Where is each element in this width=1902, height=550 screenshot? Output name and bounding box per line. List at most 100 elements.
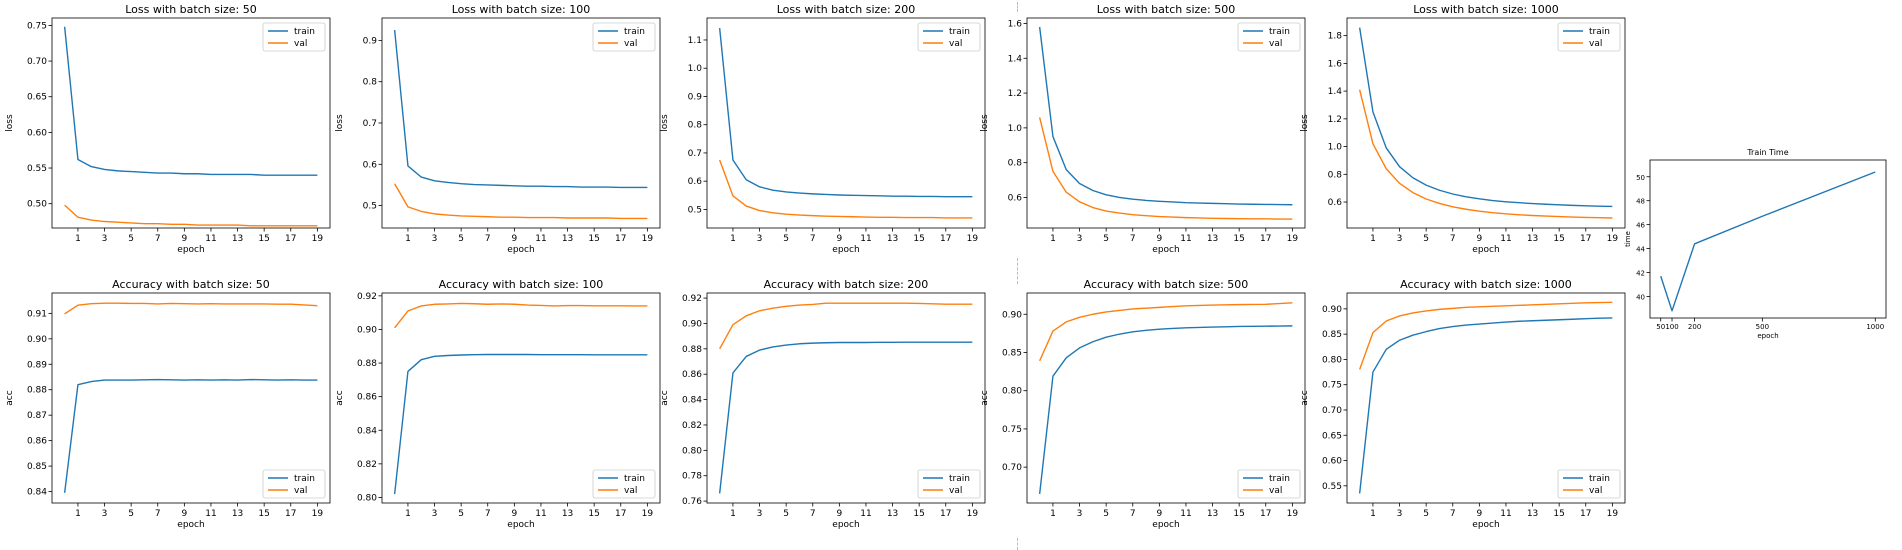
x-tick-label: 9 bbox=[181, 509, 187, 519]
series-line-train bbox=[393, 353, 648, 495]
legend-label-train: train bbox=[624, 27, 645, 37]
series-line-val bbox=[394, 183, 648, 220]
x-tick-label: 3 bbox=[432, 509, 438, 519]
y-axis-label: acc bbox=[5, 390, 15, 405]
x-tick-label: 50 bbox=[1656, 323, 1665, 331]
chart-title: Loss with batch size: 500 bbox=[1097, 3, 1236, 16]
y-axis-label: loss bbox=[335, 114, 345, 132]
x-tick-label: 19 bbox=[1607, 234, 1619, 244]
chart-title: Accuracy with batch size: 100 bbox=[439, 278, 604, 291]
y-tick-label: 1.0 bbox=[1328, 143, 1343, 153]
x-tick-label: 13 bbox=[232, 509, 243, 519]
y-axis-label: loss bbox=[980, 114, 990, 132]
y-tick-label: 0.82 bbox=[682, 421, 702, 431]
y-tick-label: 0.6 bbox=[1008, 193, 1023, 203]
separator-line bbox=[1017, 2, 1018, 12]
x-tick-label: 19 bbox=[1287, 234, 1299, 244]
y-tick-label: 1.0 bbox=[688, 64, 703, 74]
x-axis-label: epoch bbox=[1472, 520, 1499, 530]
x-axis-label: epoch bbox=[832, 245, 859, 255]
y-tick-label: 0.75 bbox=[1002, 425, 1022, 435]
x-tick-label: 1 bbox=[75, 509, 81, 519]
x-axis-label: epoch bbox=[507, 245, 534, 255]
legend-box bbox=[917, 22, 981, 52]
x-tick-label: 5 bbox=[458, 234, 464, 244]
y-tick-label: 0.5 bbox=[363, 202, 377, 212]
series-line-train bbox=[1358, 27, 1613, 208]
legend-label-val: val bbox=[624, 486, 637, 496]
y-tick-label: 0.84 bbox=[357, 426, 377, 436]
x-axis-label: epoch bbox=[177, 520, 204, 530]
x-tick-label: 1000 bbox=[1866, 323, 1884, 331]
y-tick-label: 0.80 bbox=[682, 446, 702, 456]
x-tick-label: 5 bbox=[128, 509, 134, 519]
y-tick-label: 0.88 bbox=[27, 386, 47, 396]
series-line-val bbox=[394, 302, 648, 329]
legend-label-train: train bbox=[294, 474, 315, 484]
y-tick-label: 0.90 bbox=[1002, 310, 1022, 320]
series-line-val bbox=[719, 302, 973, 350]
x-tick-label: 15 bbox=[588, 509, 599, 519]
x-tick-label: 5 bbox=[1423, 509, 1429, 519]
legend-label-train: train bbox=[624, 474, 645, 484]
x-tick-label: 3 bbox=[757, 509, 763, 519]
x-tick-label: 19 bbox=[642, 509, 654, 519]
x-tick-label: 1 bbox=[1050, 509, 1056, 519]
x-tick-label: 1 bbox=[75, 234, 81, 244]
x-tick-label: 3 bbox=[757, 234, 763, 244]
legend-box bbox=[592, 22, 656, 52]
y-tick-label: 0.50 bbox=[27, 200, 47, 210]
x-tick-label: 1 bbox=[405, 234, 411, 244]
y-axis-label: acc bbox=[1300, 390, 1310, 405]
y-tick-label: 1.0 bbox=[1008, 124, 1023, 134]
plot-frame bbox=[1346, 17, 1626, 229]
y-tick-label: 0.9 bbox=[688, 92, 703, 102]
x-tick-label: 11 bbox=[205, 509, 216, 519]
legend-label-train: train bbox=[294, 27, 315, 37]
plot-frame bbox=[1026, 17, 1306, 229]
x-tick-label: 1 bbox=[730, 509, 736, 519]
x-tick-label: 1 bbox=[1370, 234, 1376, 244]
x-axis-label: epoch bbox=[177, 245, 204, 255]
plot-frame bbox=[706, 17, 986, 229]
y-tick-label: 0.86 bbox=[27, 437, 47, 447]
x-axis-label: epoch bbox=[507, 520, 534, 530]
x-tick-label: 200 bbox=[1688, 323, 1701, 331]
x-tick-label: 13 bbox=[1207, 234, 1218, 244]
legend-box bbox=[262, 22, 326, 52]
y-axis-label: acc bbox=[335, 390, 345, 405]
x-tick-label: 13 bbox=[232, 234, 243, 244]
separator-line bbox=[1017, 538, 1018, 550]
series-line-val bbox=[1358, 301, 1613, 370]
x-tick-label: 500 bbox=[1756, 323, 1769, 331]
x-tick-label: 17 bbox=[615, 234, 626, 244]
x-tick-label: 17 bbox=[615, 509, 626, 519]
series-line-train bbox=[1038, 26, 1293, 206]
legend-box bbox=[1237, 22, 1301, 52]
y-tick-label: 0.6 bbox=[1328, 198, 1343, 208]
legend-label-val: val bbox=[1269, 39, 1282, 49]
y-tick-label: 0.7 bbox=[688, 149, 702, 159]
y-tick-label: 0.84 bbox=[682, 396, 702, 406]
x-tick-label: 11 bbox=[860, 234, 871, 244]
series-line-val bbox=[718, 159, 973, 219]
y-axis-label: loss bbox=[660, 114, 670, 132]
y-tick-label: 0.9 bbox=[363, 36, 378, 46]
y-tick-label: 0.87 bbox=[27, 411, 47, 421]
y-tick-label: 0.86 bbox=[682, 370, 702, 380]
legend-label-val: val bbox=[1589, 39, 1602, 49]
legend-box bbox=[1557, 22, 1621, 52]
x-tick-label: 3 bbox=[1077, 234, 1083, 244]
x-tick-label: 9 bbox=[1476, 509, 1482, 519]
x-tick-label: 17 bbox=[1260, 234, 1271, 244]
y-tick-label: 0.5 bbox=[688, 205, 702, 215]
x-tick-label: 9 bbox=[836, 509, 842, 519]
chart-title: Accuracy with batch size: 500 bbox=[1084, 278, 1249, 291]
x-tick-label: 19 bbox=[1607, 509, 1619, 519]
legend-label-train: train bbox=[1269, 474, 1290, 484]
x-tick-label: 11 bbox=[1180, 509, 1191, 519]
y-axis-label: acc bbox=[660, 390, 670, 405]
x-tick-label: 17 bbox=[285, 509, 296, 519]
